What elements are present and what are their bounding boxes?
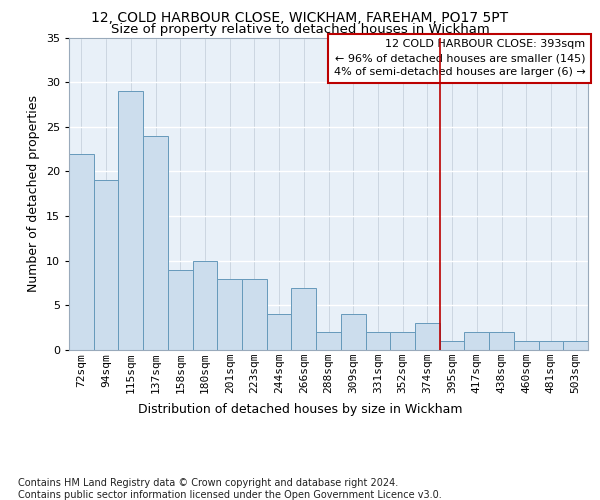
Bar [539, 341, 563, 350]
Bar [489, 332, 514, 350]
Text: 12, COLD HARBOUR CLOSE, WICKHAM, FAREHAM, PO17 5PT: 12, COLD HARBOUR CLOSE, WICKHAM, FAREHAM… [91, 11, 509, 25]
Bar [341, 314, 365, 350]
Bar [316, 332, 341, 350]
Y-axis label: Number of detached properties: Number of detached properties [27, 95, 40, 292]
Bar [440, 341, 464, 350]
Bar [118, 91, 143, 350]
Bar [168, 270, 193, 350]
Bar [267, 314, 292, 350]
Bar [242, 278, 267, 350]
Text: 12 COLD HARBOUR CLOSE: 393sqm
← 96% of detached houses are smaller (145)
4% of s: 12 COLD HARBOUR CLOSE: 393sqm ← 96% of d… [334, 39, 586, 77]
Text: Distribution of detached houses by size in Wickham: Distribution of detached houses by size … [138, 402, 462, 415]
Bar [292, 288, 316, 350]
Bar [390, 332, 415, 350]
Bar [464, 332, 489, 350]
Bar [563, 341, 588, 350]
Bar [193, 260, 217, 350]
Bar [69, 154, 94, 350]
Text: Size of property relative to detached houses in Wickham: Size of property relative to detached ho… [110, 22, 490, 36]
Bar [143, 136, 168, 350]
Bar [365, 332, 390, 350]
Text: Contains HM Land Registry data © Crown copyright and database right 2024.
Contai: Contains HM Land Registry data © Crown c… [18, 478, 442, 500]
Bar [514, 341, 539, 350]
Bar [415, 323, 440, 350]
Bar [94, 180, 118, 350]
Bar [217, 278, 242, 350]
